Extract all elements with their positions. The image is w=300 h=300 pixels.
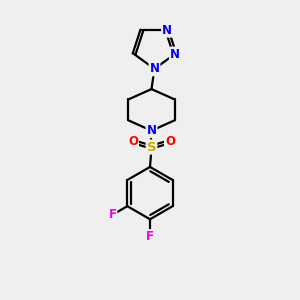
Text: N: N [146,124,157,137]
Text: N: N [149,62,160,75]
Text: F: F [108,208,116,221]
Text: O: O [128,135,138,148]
Text: S: S [147,140,156,154]
Text: O: O [165,135,175,148]
Text: N: N [162,24,172,37]
Text: F: F [146,230,154,243]
Text: N: N [170,48,180,61]
